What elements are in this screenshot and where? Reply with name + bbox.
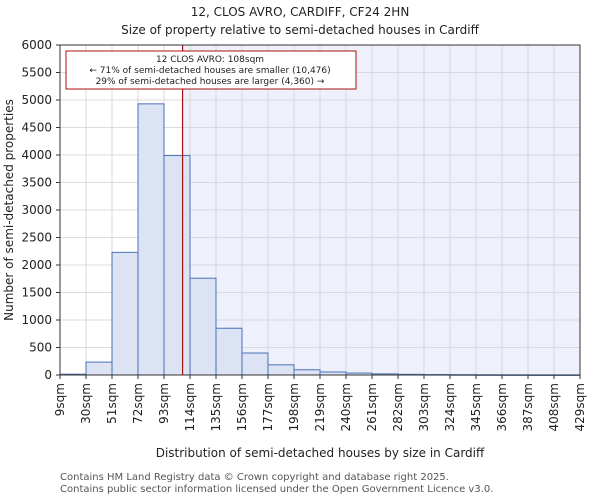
y-tick-label: 2000 xyxy=(21,258,52,272)
y-tick-label: 5000 xyxy=(21,93,52,107)
bar xyxy=(293,369,321,376)
y-axis-ticks: 0 500 1000 1500 2000 2500 3000 3500 4000 4500 5000… xyxy=(21,38,60,382)
y-tick-label: 6000 xyxy=(21,38,52,52)
x-tick-label: 93sqm xyxy=(157,383,171,424)
bar xyxy=(111,251,139,376)
x-tick-label: 114sqm xyxy=(183,383,197,431)
y-tick-label: 2500 xyxy=(21,231,52,245)
x-tick-label: 282sqm xyxy=(391,383,405,431)
x-tick-label: 30sqm xyxy=(79,383,93,424)
x-tick-label: 387sqm xyxy=(521,383,535,431)
bar xyxy=(137,103,165,376)
chart-title: 12, CLOS AVRO, CARDIFF, CF24 2HN xyxy=(191,5,410,19)
x-tick-label: 261sqm xyxy=(365,383,379,431)
x-axis-label: Distribution of semi-detached houses by … xyxy=(156,446,485,460)
bar xyxy=(163,155,191,376)
x-tick-label: 51sqm xyxy=(105,383,119,424)
x-tick-label: 135sqm xyxy=(209,383,223,431)
bars xyxy=(59,103,581,376)
annotation-line-3: 29% of semi-detached houses are larger (… xyxy=(96,77,325,87)
y-tick-label: 500 xyxy=(29,341,52,355)
y-tick-label: 4500 xyxy=(21,121,52,135)
y-axis-label: Number of semi-detached properties xyxy=(2,99,16,321)
x-tick-label: 303sqm xyxy=(417,383,431,431)
annotation-line-2: ← 71% of semi-detached houses are smalle… xyxy=(89,66,330,76)
y-tick-label: 5500 xyxy=(21,66,52,80)
x-tick-label: 177sqm xyxy=(261,383,275,431)
x-tick-label: 156sqm xyxy=(235,383,249,431)
y-tick-label: 0 xyxy=(44,368,52,382)
x-tick-label: 324sqm xyxy=(443,383,457,431)
bar xyxy=(241,352,269,376)
annotation-line-1: 12 CLOS AVRO: 108sqm xyxy=(156,55,264,65)
annotation-box: 12 CLOS AVRO: 108sqm ← 71% of semi-detac… xyxy=(65,50,357,90)
x-axis-ticks: 9sqm 30sqm 51sqm 72sqm 93sqm 114sqm 135sqm 156s… xyxy=(53,375,587,431)
x-tick-label: 345sqm xyxy=(469,383,483,431)
bar xyxy=(267,364,295,376)
bar xyxy=(215,327,243,376)
bar xyxy=(189,277,217,376)
footer-line-1: Contains HM Land Registry data © Crown c… xyxy=(60,472,449,483)
footer-line-2: Contains public sector information licen… xyxy=(60,484,494,495)
x-tick-label: 408sqm xyxy=(547,383,561,431)
chart-subtitle: Size of property relative to semi-detach… xyxy=(121,23,479,37)
x-tick-label: 219sqm xyxy=(313,383,327,431)
x-tick-label: 240sqm xyxy=(339,383,353,431)
y-tick-label: 1000 xyxy=(21,313,52,327)
x-tick-label: 9sqm xyxy=(53,383,67,416)
annotation-frame xyxy=(65,50,357,90)
x-tick-label: 72sqm xyxy=(131,383,145,424)
y-tick-label: 4000 xyxy=(21,148,52,162)
y-tick-label: 3000 xyxy=(21,203,52,217)
x-tick-label: 198sqm xyxy=(287,383,301,431)
x-tick-label: 366sqm xyxy=(495,383,509,431)
x-tick-label: 429sqm xyxy=(573,383,587,431)
bar xyxy=(85,361,113,376)
y-tick-label: 1500 xyxy=(21,286,52,300)
y-tick-label: 3500 xyxy=(21,176,52,190)
